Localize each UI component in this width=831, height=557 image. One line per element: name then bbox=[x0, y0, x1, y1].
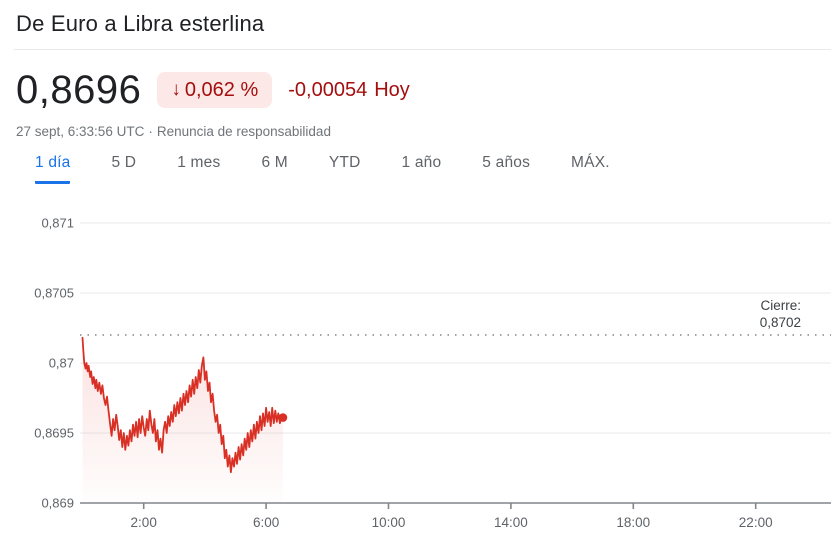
x-axis-label: 2:00 bbox=[131, 515, 157, 530]
timestamp-row: 27 sept, 6:33:56 UTC · Renuncia de respons… bbox=[16, 124, 815, 139]
change-percent-badge: ↓ 0,062 % bbox=[157, 72, 273, 108]
x-axis-label: 10:00 bbox=[372, 515, 406, 530]
dot-separator: · bbox=[148, 124, 153, 139]
price-row: 0,8696 ↓ 0,062 % -0,00054 Hoy bbox=[16, 67, 815, 113]
tab-1-mes[interactable]: 1 mes bbox=[177, 154, 220, 184]
x-axis-label: 18:00 bbox=[616, 515, 650, 530]
tab-ytd[interactable]: YTD bbox=[329, 154, 361, 184]
x-axis-label: 14:00 bbox=[494, 515, 528, 530]
y-axis-label: 0,87 bbox=[49, 356, 74, 371]
change-percent-value: 0,062 % bbox=[184, 79, 259, 101]
title-divider bbox=[14, 49, 831, 50]
tab-5-anos[interactable]: 5 años bbox=[482, 154, 530, 184]
price-chart[interactable]: 0,871 0,8705 0,87 0,8695 0,869 2:00 6:00 10:00 1… bbox=[0, 188, 831, 552]
tab-6-m[interactable]: 6 M bbox=[261, 154, 287, 184]
x-axis-label: 22:00 bbox=[739, 515, 773, 530]
quote-timestamp: 27 sept, 6:33:56 UTC bbox=[16, 124, 145, 139]
y-axis-label: 0,8695 bbox=[34, 426, 74, 441]
tab-5-d[interactable]: 5 D bbox=[111, 154, 136, 184]
range-tabs: 1 día 5 D 1 mes 6 M YTD 1 año 5 años MÁX. bbox=[35, 154, 831, 184]
change-absolute: -0,00054 Hoy bbox=[288, 79, 410, 102]
x-axis-label: 6:00 bbox=[253, 515, 279, 530]
price-line bbox=[81, 336, 284, 474]
down-arrow-icon: ↓ bbox=[171, 79, 181, 100]
y-axis-label: 0,869 bbox=[41, 496, 74, 511]
previous-close-value: 0,8702 bbox=[760, 315, 801, 330]
tab-1-ano[interactable]: 1 año bbox=[402, 154, 442, 184]
price-chart-svg[interactable]: 0,871 0,8705 0,87 0,8695 0,869 2:00 6:00 10:00 1… bbox=[0, 188, 831, 552]
current-price: 0,8696 bbox=[16, 67, 142, 112]
latest-price-dot bbox=[278, 413, 288, 422]
tab-1-dia[interactable]: 1 día bbox=[35, 154, 71, 184]
page-title: De Euro a Libra esterlina bbox=[16, 11, 265, 36]
y-axis-label: 0,871 bbox=[41, 216, 74, 231]
previous-close-label: Cierre: bbox=[760, 298, 801, 313]
change-absolute-value: -0,00054 bbox=[288, 78, 368, 101]
disclaimer-link[interactable]: Renuncia de responsabilidad bbox=[156, 124, 331, 139]
change-period-label: Hoy bbox=[374, 78, 410, 101]
tab-max[interactable]: MÁX. bbox=[571, 154, 610, 184]
y-axis-label: 0,8705 bbox=[34, 286, 74, 301]
